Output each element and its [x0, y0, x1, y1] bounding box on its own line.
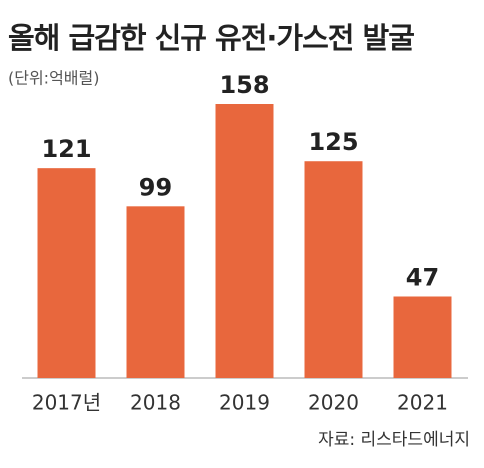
- x-tick-label: 2019: [219, 391, 270, 415]
- bar: [37, 168, 96, 378]
- bar: [126, 206, 185, 378]
- x-tick-label: 2021: [397, 391, 448, 415]
- value-label: 99: [139, 173, 172, 201]
- value-label: 47: [406, 263, 439, 291]
- bar: [393, 296, 452, 378]
- bar: [215, 104, 274, 378]
- chart-title: 올해 급감한 신규 유전·가스전 발굴: [8, 21, 414, 55]
- x-tick-label: 2020: [308, 391, 359, 415]
- source: 자료: 리스타드에너지: [318, 430, 470, 450]
- value-label: 158: [219, 71, 269, 99]
- x-tick-label: 2018: [130, 391, 181, 415]
- chart-subtitle: (단위:억배럴): [8, 69, 99, 88]
- bar: [304, 161, 363, 378]
- x-tick-label: 2017년: [32, 391, 101, 415]
- value-label: 125: [308, 128, 358, 156]
- value-label: 121: [41, 135, 91, 163]
